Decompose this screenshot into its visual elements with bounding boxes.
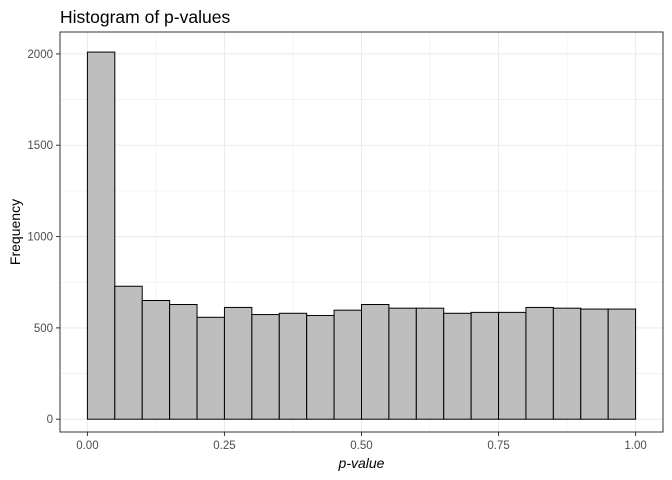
histogram-bars [86,51,637,420]
histogram-bar [251,314,280,420]
y-tick-label: 500 [34,323,53,335]
histogram-bar [306,314,335,420]
histogram-bar [443,312,472,420]
x-tick-label: 1.00 [624,440,646,452]
histogram-bar [388,307,417,420]
y-tick-label: 2000 [27,49,53,61]
x-tick-label: 0.00 [76,440,98,452]
y-axis-title: Frequency [7,199,23,265]
histogram-bar [141,299,171,420]
histogram-bar [223,306,253,420]
histogram-bar [552,307,582,420]
histogram-bar [525,306,554,420]
histogram-bar [169,304,198,420]
histogram-bar [333,309,363,420]
histogram-bar [114,285,143,420]
y-tick-label: 1500 [27,140,53,152]
histogram-bar [470,311,500,420]
histogram-bar [86,51,116,420]
histogram-bar [361,304,390,420]
y-tick-label: 1000 [27,232,53,244]
x-axis-title: p-value [338,455,385,471]
x-tick-label: 0.25 [213,440,235,452]
histogram-bar [278,312,308,420]
y-axis: 0 500 1000 1500 2000 [27,49,60,426]
histogram-bar [415,307,445,420]
x-tick-label: 0.50 [350,440,372,452]
chart-title: Histogram of p-values [60,7,230,27]
y-tick-label: 0 [47,414,53,426]
histogram-bar [196,316,225,420]
x-axis: 0.00 0.25 0.50 0.75 1.00 [76,432,647,452]
histogram-bar [607,308,637,420]
histogram-bar [580,308,609,420]
x-tick-label: 0.75 [487,440,509,452]
histogram-bar [498,311,527,420]
